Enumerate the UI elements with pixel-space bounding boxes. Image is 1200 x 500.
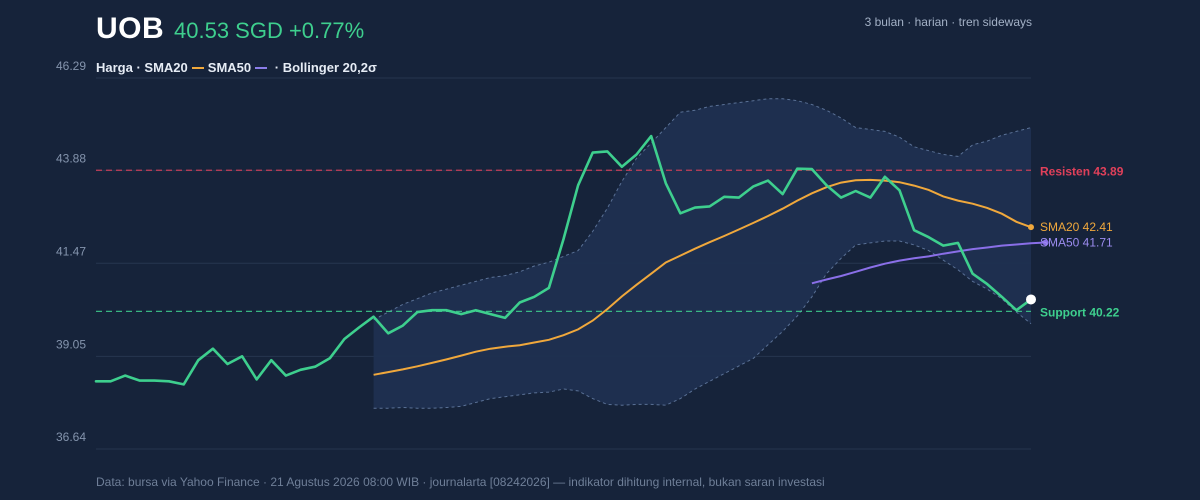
legend-price-label: Harga	[96, 60, 133, 75]
bollinger-upper-line	[373, 98, 1032, 321]
y-tick-label: 41.47	[56, 244, 86, 258]
sma20-line	[373, 178, 1032, 376]
chart-subtitle: 3 bulan · harian · tren sideways	[864, 15, 1032, 29]
support-label: Support 40.22	[1040, 305, 1120, 319]
sma20-end-label: SMA20 42.41	[1040, 220, 1113, 234]
legend-sma50-label: SMA50	[207, 60, 252, 75]
sma20-end-marker	[1028, 224, 1034, 231]
y-tick-label: 36.64	[56, 430, 86, 444]
price-line	[94, 134, 1033, 386]
legend-bollinger-label: Bollinger 20,2σ	[282, 60, 377, 75]
price-quote: 40.53 SGD +0.77%	[174, 18, 365, 43]
price-last-marker	[1026, 294, 1036, 305]
legend-sma20-label: SMA20	[144, 60, 188, 75]
y-tick-label: 46.29	[56, 59, 86, 73]
bollinger-band-fill	[373, 98, 1031, 409]
y-tick-label: 39.05	[56, 337, 86, 351]
legend-sma20-swatch	[191, 66, 204, 69]
legend-sma50-swatch	[255, 66, 268, 69]
bollinger-lower-line	[373, 240, 1032, 409]
sma50-end-label: SMA50 41.71	[1040, 236, 1113, 250]
y-tick-label: 43.88	[56, 152, 86, 166]
legend-separator: ·	[132, 60, 145, 75]
ticker-title: UOB	[96, 12, 165, 45]
chart-legend: Harga · SMA20 SMA50 · Bollinger 20,2σ	[96, 60, 377, 75]
resistance-label: Resisten 43.89	[1040, 164, 1124, 178]
sma50-end-marker	[1042, 239, 1049, 246]
legend-separator-2: ·	[271, 60, 283, 75]
sma50-line	[811, 241, 1046, 285]
data-source-footer: Data: bursa via Yahoo Finance · 21 Agust…	[96, 475, 825, 489]
